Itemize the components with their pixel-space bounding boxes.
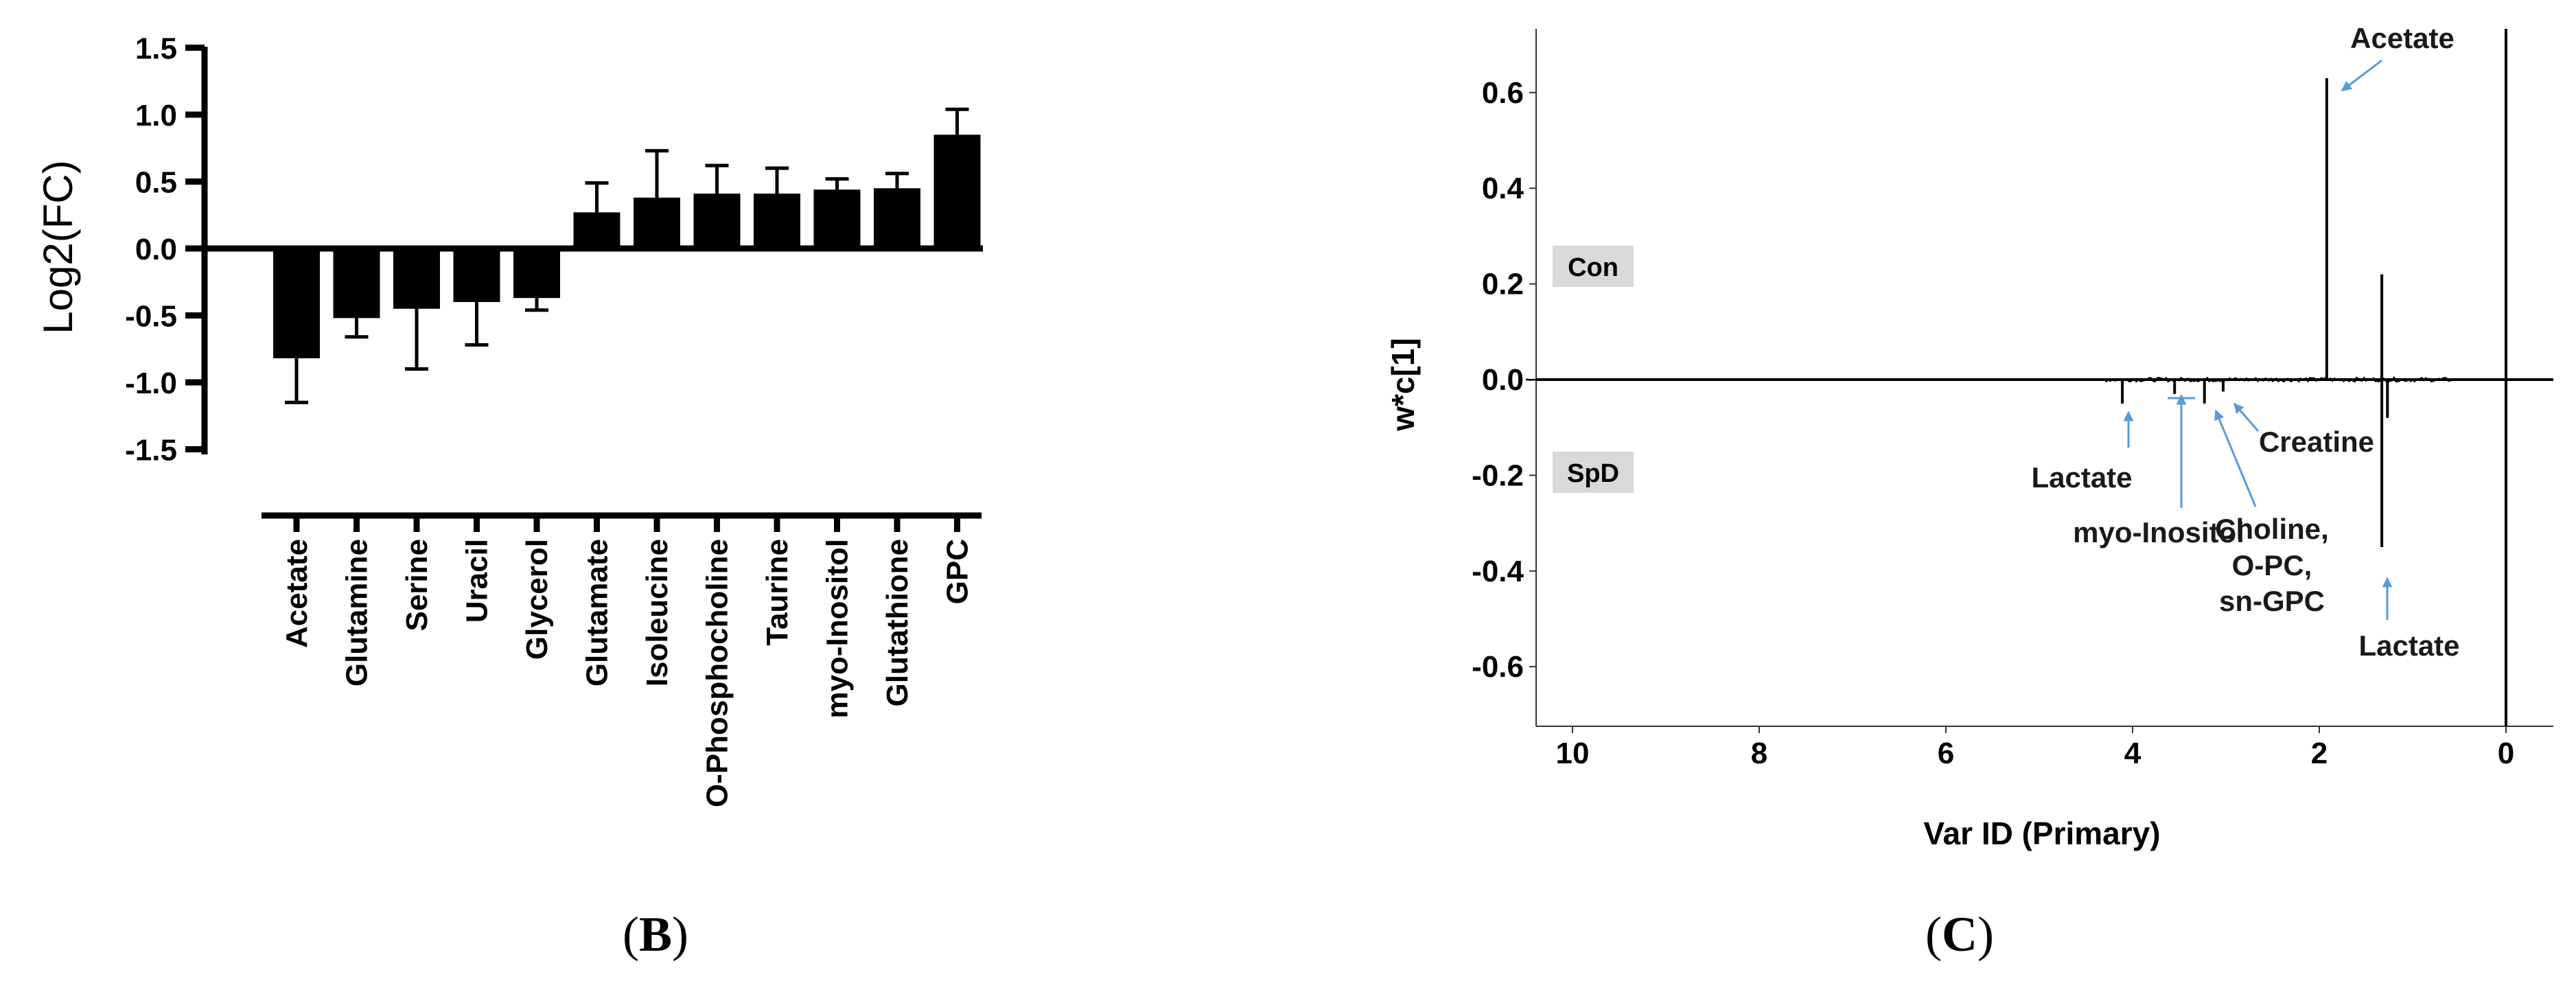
panel-b-ytick-label: -0.5 [125, 300, 177, 334]
category-label: Glutamate [581, 539, 614, 686]
panel-b-ytick-label: -1.5 [125, 434, 177, 467]
panel-c-xtick-label: 10 [1556, 737, 1590, 770]
annotation-acetate-arrow [2341, 59, 2382, 92]
bar [874, 188, 920, 248]
spd-label: SpD [1567, 459, 1619, 488]
spd-label-box [1553, 452, 1634, 493]
bar [693, 194, 741, 248]
annotation-myo-inositol-text: myo-Inositol [2073, 516, 2244, 548]
annotation-myo-inositol: myo-Inositol [2073, 394, 2244, 548]
panel-c-ylabel: w*c[1] [1385, 338, 1421, 431]
panel-c-spikes [2121, 78, 2389, 547]
category-label: myo-Inositol [821, 539, 855, 719]
panel-c-y-ticks: 0.6 0.4 0.2 0.0 -0.2 -0.4 -0.6 [1472, 76, 1536, 684]
bar [513, 248, 560, 299]
annotation-choline: Choline, O-PC, sn-GPC [2214, 409, 2329, 617]
panel-b-ytick-label: 1.0 [135, 99, 177, 132]
annotation-choline-arrow [2214, 409, 2257, 507]
category-label: Glutamine [340, 539, 374, 686]
annotation-lactate-1: Lactate [2031, 410, 2134, 494]
panel-c-loading-plot: w*c[1] 0.60.40.20.0-0.2-0.4-0.6 10 8 6 4 2 0 … [1385, 22, 2553, 962]
bar [333, 248, 380, 319]
con-label-box [1553, 246, 1634, 287]
bar [453, 248, 500, 302]
category-label: Acetate [280, 539, 314, 648]
category-label: Taurine [761, 539, 794, 646]
panel-c-ytick-label: -0.6 [1472, 650, 1524, 684]
category-label: Isoleucine [640, 539, 674, 686]
category-label: Glutathione [881, 539, 914, 706]
panel-c-xtick-label: 6 [1938, 737, 1954, 770]
annotation-acetate-text: Acetate [2350, 22, 2455, 54]
panel-b-ylabel: Log2(FC) [35, 160, 81, 334]
category-label: O-Phosphocholine [701, 539, 734, 807]
annotation-choline-text-3: sn-GPC [2219, 585, 2325, 617]
annotation-creatine-text: Creatine [2259, 426, 2374, 458]
annotation-choline-text-2: O-PC, [2232, 549, 2312, 581]
panel-b-ytick-label: -1.0 [125, 367, 177, 400]
bar [634, 197, 680, 248]
panel-c-ytick-label: 0.4 [1482, 172, 1524, 205]
annotation-creatine: Creatine [2233, 402, 2374, 458]
panel-b-category-labels: Acetate Glutamine Serine Uracil Glycerol Glut… [280, 516, 975, 807]
panel-c-xtick-label: 2 [2311, 737, 2328, 770]
bar [573, 212, 620, 248]
category-label: Serine [400, 539, 434, 632]
annotation-lactate-2-text: Lactate [2358, 629, 2459, 662]
panel-c-ytick-label: 0.2 [1482, 268, 1524, 301]
panel-c-ytick-label: 0.0 [1482, 363, 1524, 397]
panel-b-bar-chart: Log2(FC) 1.5 1.0 0.5 0.0 -0.5 -1.0 -1.5 Acetat… [35, 32, 983, 962]
bar [813, 189, 861, 248]
category-label: Glycerol [520, 539, 554, 660]
panel-b-ytick-label: 1.5 [135, 32, 177, 66]
category-label: Uracil [461, 539, 494, 623]
panel-c-ytick-label: 0.6 [1482, 76, 1524, 110]
category-label: GPC [941, 539, 975, 604]
panel-c-ytick-label: -0.2 [1472, 459, 1524, 492]
panel-c-x-ticks: 10 8 6 4 2 0 [1556, 726, 2514, 770]
bar [273, 248, 320, 358]
annotation-lactate-1-text: Lactate [2031, 461, 2132, 494]
panel-b-ytick-label: 0.0 [135, 233, 177, 266]
bar [393, 248, 440, 309]
panel-c-label: (C) [1925, 907, 1994, 962]
panel-c-xtick-label: 8 [1751, 737, 1767, 770]
con-label: Con [1568, 253, 1618, 282]
panel-b-label: (B) [623, 907, 688, 962]
annotation-creatine-arrow [2233, 402, 2260, 432]
panel-b-y-ticks: 1.5 1.0 0.5 0.0 -0.5 -1.0 -1.5 [125, 32, 205, 467]
annotation-choline-text-1: Choline, [2215, 513, 2329, 545]
panel-c-xtick-label: 4 [2124, 737, 2142, 770]
panel-c-xlabel: Var ID (Primary) [1923, 816, 2160, 851]
panel-b-bars [273, 107, 981, 404]
panel-b-ytick-label: 0.5 [135, 166, 177, 200]
annotation-acetate: Acetate [2341, 22, 2455, 92]
panel-c-xtick-label: 0 [2498, 737, 2514, 770]
panel-c-ytick-label: -0.4 [1472, 555, 1524, 588]
bar [754, 194, 800, 248]
bar [933, 135, 981, 248]
annotation-lactate-2: Lactate [2358, 577, 2460, 662]
